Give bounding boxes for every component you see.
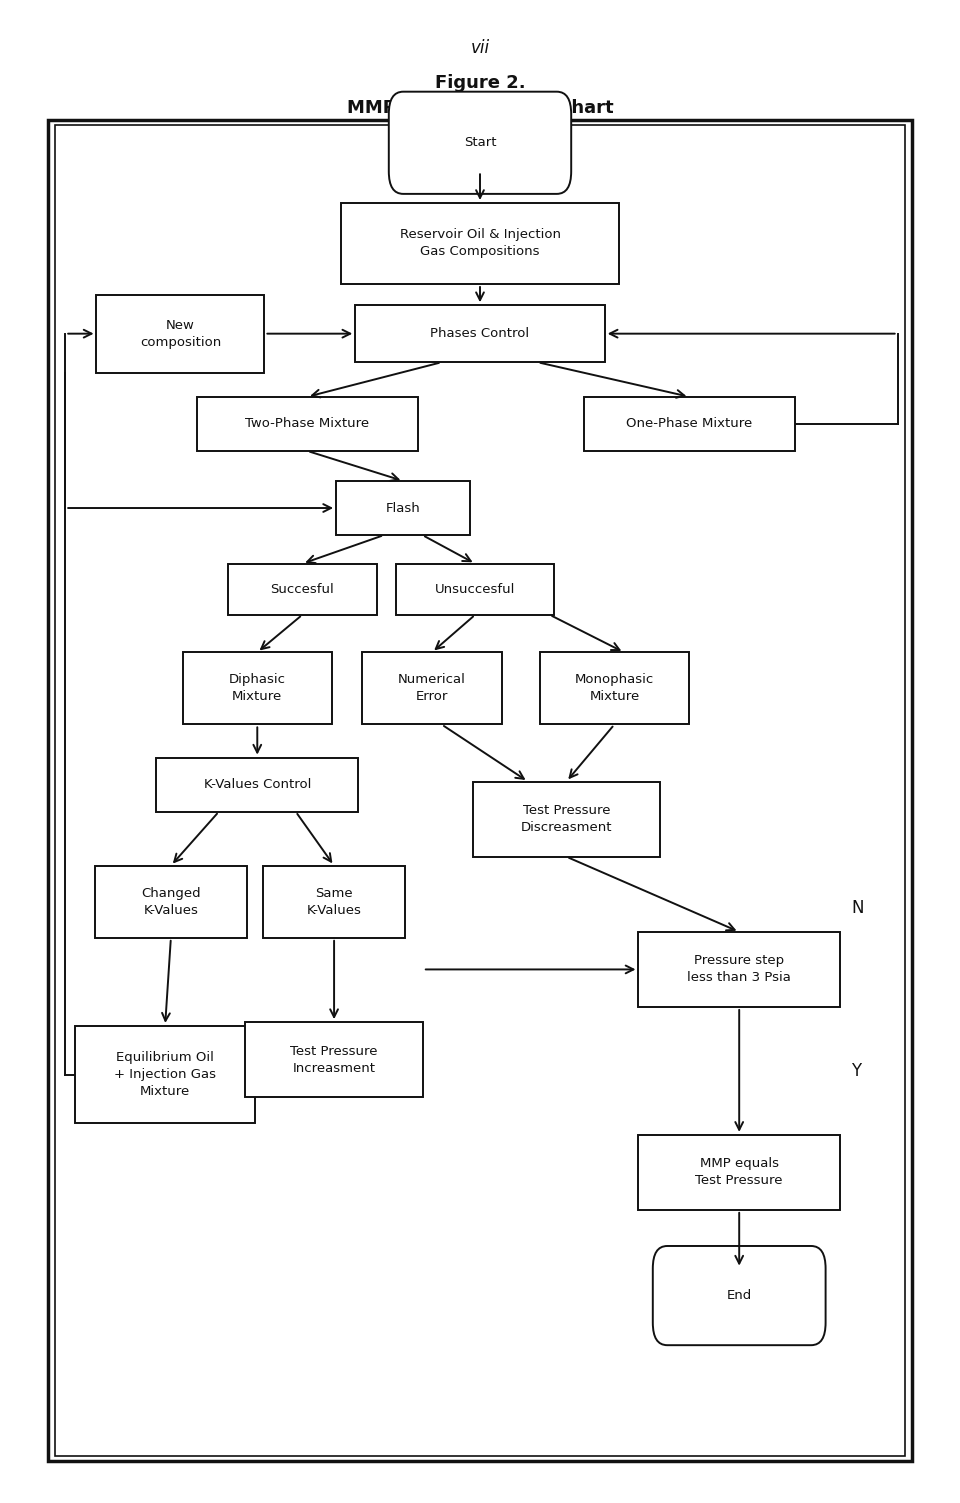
FancyBboxPatch shape bbox=[197, 397, 418, 451]
Text: MMP prediction flow chart: MMP prediction flow chart bbox=[347, 99, 613, 117]
Text: N: N bbox=[852, 899, 864, 917]
FancyBboxPatch shape bbox=[584, 397, 795, 451]
FancyBboxPatch shape bbox=[182, 652, 332, 724]
Text: Test Pressure
Discreasment: Test Pressure Discreasment bbox=[520, 804, 612, 834]
Text: Changed
K-Values: Changed K-Values bbox=[141, 887, 201, 917]
FancyBboxPatch shape bbox=[638, 1135, 840, 1210]
FancyBboxPatch shape bbox=[540, 652, 689, 724]
Text: Equilibrium Oil
+ Injection Gas
Mixture: Equilibrium Oil + Injection Gas Mixture bbox=[114, 1051, 216, 1099]
FancyBboxPatch shape bbox=[341, 203, 619, 284]
Text: Diphasic
Mixture: Diphasic Mixture bbox=[228, 673, 286, 703]
Text: Numerical
Error: Numerical Error bbox=[398, 673, 466, 703]
Text: MMP equals
Test Pressure: MMP equals Test Pressure bbox=[695, 1157, 783, 1187]
FancyBboxPatch shape bbox=[75, 1027, 255, 1124]
FancyBboxPatch shape bbox=[355, 305, 605, 362]
Text: Y: Y bbox=[852, 1063, 862, 1079]
FancyBboxPatch shape bbox=[156, 758, 358, 812]
FancyBboxPatch shape bbox=[245, 1022, 422, 1097]
Text: One-Phase Mixture: One-Phase Mixture bbox=[626, 418, 753, 430]
Text: Phases Control: Phases Control bbox=[430, 328, 530, 340]
FancyBboxPatch shape bbox=[396, 564, 555, 615]
Text: Start: Start bbox=[464, 137, 496, 149]
Text: K-Values Control: K-Values Control bbox=[204, 779, 311, 791]
Text: Flash: Flash bbox=[386, 502, 420, 514]
Text: vii: vii bbox=[470, 39, 490, 57]
Text: End: End bbox=[727, 1290, 752, 1302]
Text: Two-Phase Mixture: Two-Phase Mixture bbox=[245, 418, 370, 430]
FancyBboxPatch shape bbox=[228, 564, 376, 615]
Text: Succesful: Succesful bbox=[271, 583, 334, 595]
FancyBboxPatch shape bbox=[638, 932, 840, 1007]
Text: New
composition: New composition bbox=[140, 319, 221, 349]
Text: Pressure step
less than 3 Psia: Pressure step less than 3 Psia bbox=[687, 954, 791, 984]
Text: Figure 2.: Figure 2. bbox=[435, 74, 525, 92]
Text: Reservoir Oil & Injection
Gas Compositions: Reservoir Oil & Injection Gas Compositio… bbox=[399, 228, 561, 259]
FancyBboxPatch shape bbox=[389, 92, 571, 194]
Text: Test Pressure
Increasment: Test Pressure Increasment bbox=[290, 1045, 378, 1075]
FancyBboxPatch shape bbox=[653, 1246, 826, 1345]
Text: Monophasic
Mixture: Monophasic Mixture bbox=[575, 673, 654, 703]
FancyBboxPatch shape bbox=[472, 782, 660, 857]
FancyBboxPatch shape bbox=[95, 866, 247, 938]
Text: Unsuccesful: Unsuccesful bbox=[435, 583, 516, 595]
FancyBboxPatch shape bbox=[362, 652, 501, 724]
FancyBboxPatch shape bbox=[263, 866, 405, 938]
FancyBboxPatch shape bbox=[336, 481, 470, 535]
FancyBboxPatch shape bbox=[96, 295, 264, 373]
Text: Same
K-Values: Same K-Values bbox=[306, 887, 362, 917]
